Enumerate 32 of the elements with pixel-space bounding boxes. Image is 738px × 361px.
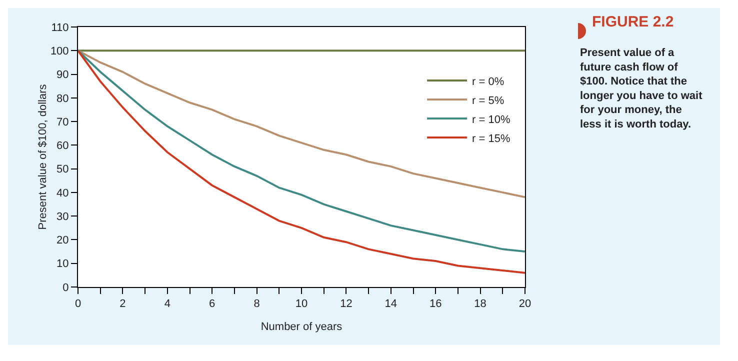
legend-label: r = 10% [472,114,510,126]
y-tick-label: 60 [56,140,69,152]
x-tick-label: 14 [384,298,398,310]
x-tick-label: 18 [474,298,486,310]
line-series [78,50,525,198]
text: Present value of a future cash flow of $100. Notice that the longer you have to wait for your money, the less it is worth today. [580,47,703,130]
y-tick-label: 20 [56,234,69,247]
y-tick-label: 50 [56,164,69,176]
x-tick-label: 10 [295,298,308,310]
y-tick-label: 40 [56,187,69,200]
text: FIGURE 2.2 [592,13,674,30]
legend-label: r = 0% [472,76,504,88]
x-tick-label: 20 [518,298,532,310]
legend-label: r = 15% [472,132,510,145]
y-tick-label: 10 [56,258,69,270]
x-tick-label: 8 [254,298,260,310]
x-tick-label: 6 [209,298,216,310]
x-axis-title: Number of years [260,321,343,333]
y-tick-label: 90 [56,69,69,82]
y-tick-label: 0 [62,282,69,294]
x-tick-label: 2 [120,298,126,310]
x-tick-label: 4 [164,298,170,310]
y-tick-label: 110 [51,22,69,34]
legend-label: r = 5% [472,94,504,107]
x-tick-label: 0 [74,298,82,310]
y-tick-label: 80 [56,92,69,105]
y-tick-label: 70 [56,116,69,128]
x-tick-label: 16 [429,298,442,310]
y-axis-title: Present value of $100, dollars [37,84,49,230]
y-tick-label: 30 [56,210,69,223]
x-tick-label: 12 [340,298,352,310]
y-tick-label: 100 [50,45,69,58]
